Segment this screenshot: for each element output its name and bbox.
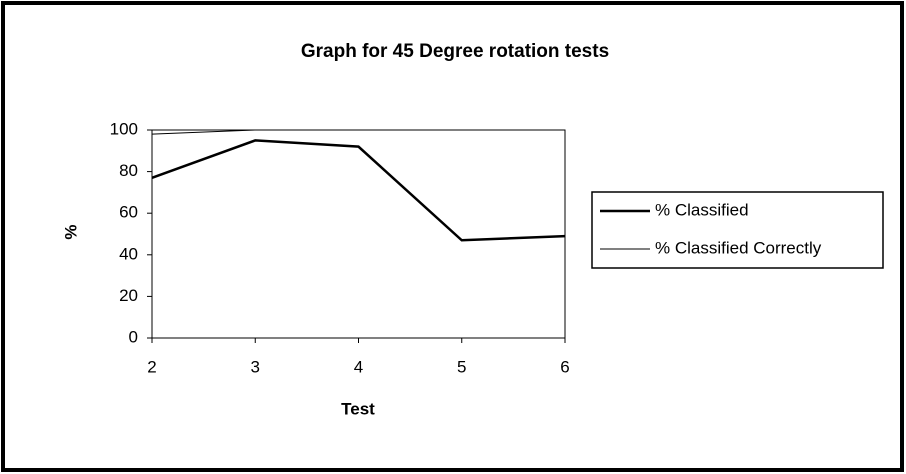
y-tick-label: 100: [110, 119, 138, 138]
legend-label: % Classified: [655, 200, 749, 219]
x-tick-label: 2: [147, 357, 156, 376]
y-tick-label: 20: [119, 286, 138, 305]
x-axis-label: Test: [341, 399, 375, 418]
x-tick-label: 5: [457, 357, 466, 376]
y-tick-label: 0: [129, 327, 138, 346]
series-line: [151, 139, 566, 242]
y-tick-label: 60: [119, 203, 138, 222]
x-tick-label: 3: [251, 357, 260, 376]
y-tick-label: 40: [119, 244, 138, 263]
y-tick-label: 80: [119, 161, 138, 180]
x-tick-label: 6: [560, 357, 569, 376]
legend-label: % Classified Correctly: [655, 238, 822, 257]
y-axis-label: %: [61, 224, 80, 239]
x-tick-label: 4: [354, 357, 363, 376]
series-line: [151, 129, 565, 135]
chart-title: Graph for 45 Degree rotation tests: [301, 41, 609, 62]
legend: [591, 191, 884, 269]
